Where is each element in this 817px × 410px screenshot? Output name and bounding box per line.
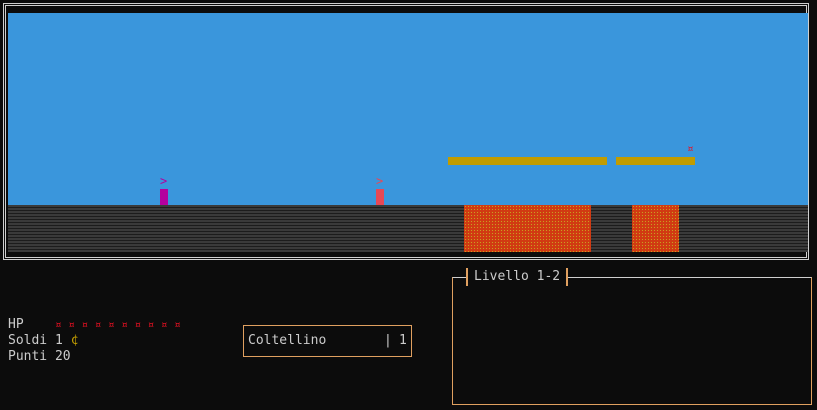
lava-pit xyxy=(632,205,679,252)
player xyxy=(160,189,168,205)
separator: | xyxy=(384,333,392,348)
hp-icons: ¤ ¤ ¤ ¤ ¤ ¤ ¤ ¤ ¤ ¤ xyxy=(54,318,181,331)
platform xyxy=(448,157,607,165)
item-name: Coltellino xyxy=(248,333,327,348)
enemy-indicator: > xyxy=(376,174,384,188)
hp-pickup: ¤ xyxy=(687,142,694,155)
hp-label: HP xyxy=(8,317,24,332)
level-panel xyxy=(452,277,812,405)
ground xyxy=(8,205,808,252)
level-title: Livello 1-2 xyxy=(466,268,569,286)
coin-icon: ¢ xyxy=(70,333,79,348)
inventory-slot[interactable]: Coltellino | 1 xyxy=(243,325,412,357)
player-indicator: > xyxy=(160,174,168,188)
lava-pit xyxy=(464,205,591,252)
money-row: Soldi 1 ¢ xyxy=(8,333,78,349)
sky xyxy=(8,13,808,205)
money-label: Soldi 1 xyxy=(8,333,63,348)
hp-row: HP ¤ ¤ ¤ ¤ ¤ ¤ ¤ ¤ ¤ ¤ xyxy=(8,317,181,333)
score-label: Punti 20 xyxy=(8,349,71,364)
enemy xyxy=(376,189,384,205)
item-quantity: 1 xyxy=(399,333,407,348)
platform xyxy=(616,157,695,165)
